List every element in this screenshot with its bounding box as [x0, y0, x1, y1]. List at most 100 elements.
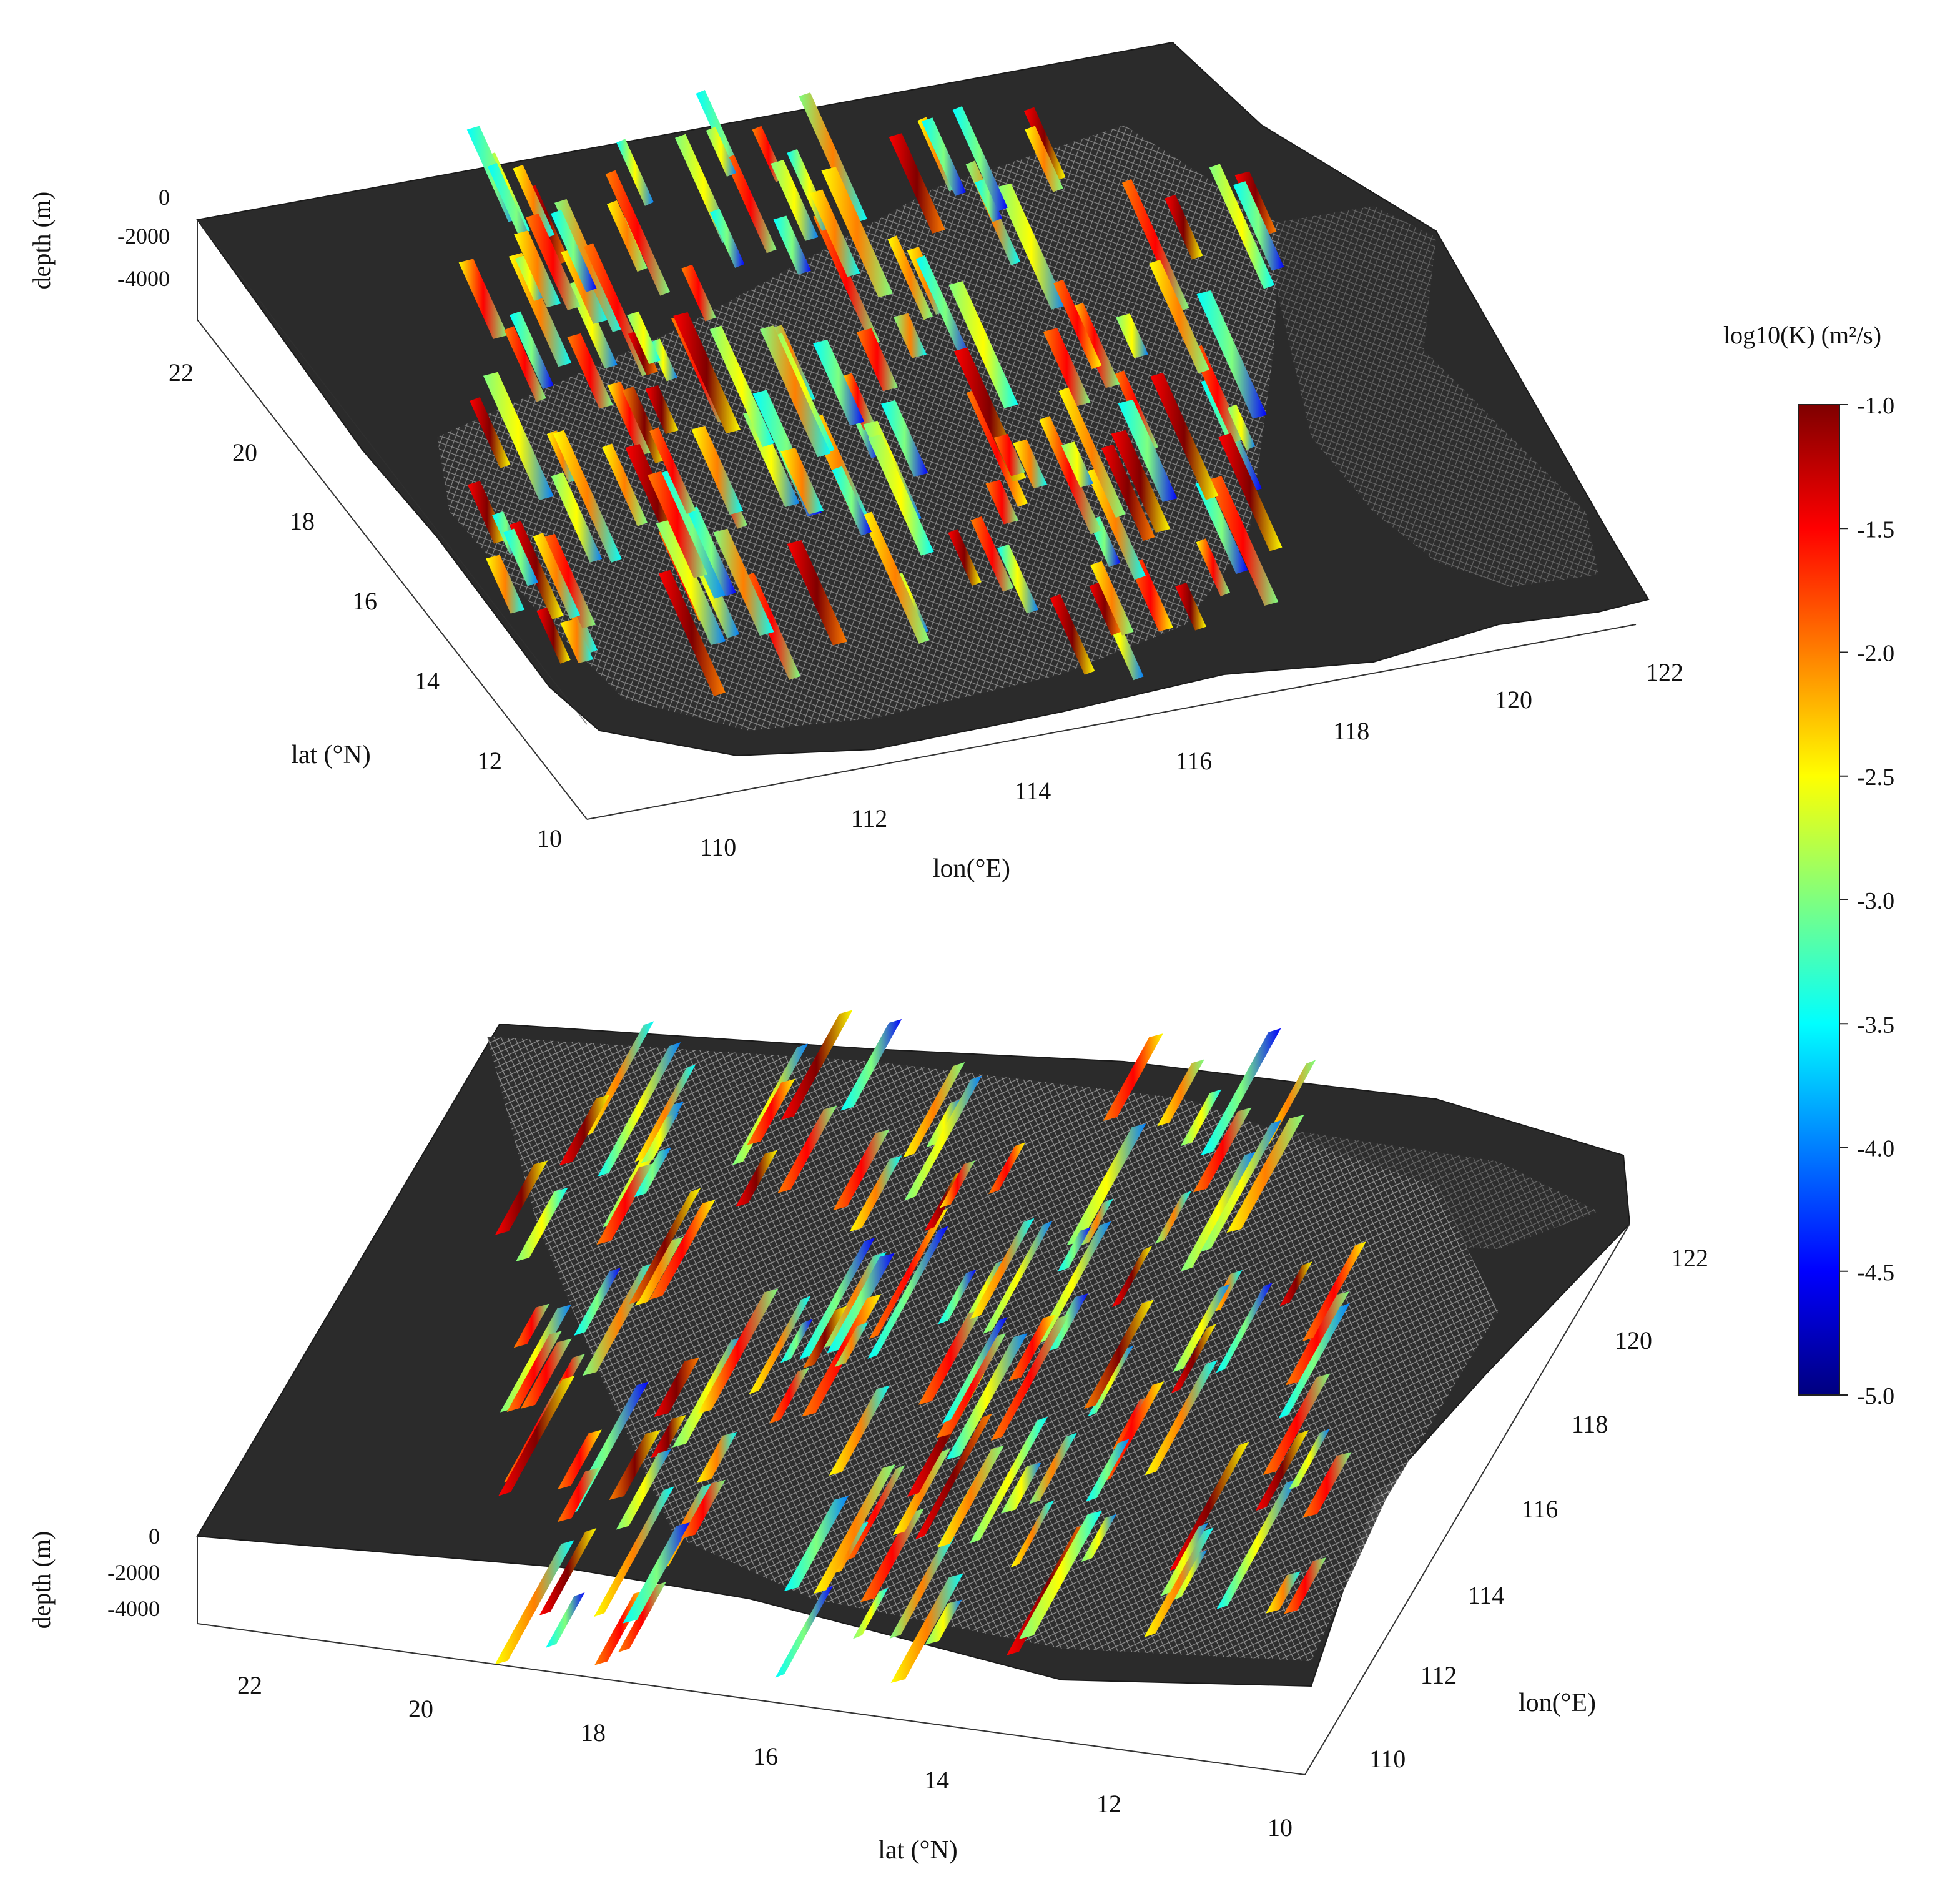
- k-section-strip: [616, 139, 654, 206]
- y-tick-label: 118: [1572, 1410, 1608, 1438]
- x-tick-label: 22: [237, 1671, 262, 1699]
- k-section-strip: [904, 1075, 982, 1201]
- k-section-strip: [1116, 313, 1148, 358]
- k-section-strip: [500, 1305, 571, 1413]
- k-section-strip: [596, 1163, 654, 1245]
- colorbar-tick-label: -3.0: [1857, 888, 1894, 914]
- panel-top: 0 -2000 -4000 depth (m) 10 12 14 16 18 2…: [27, 41, 1683, 883]
- k-section-strip: [710, 209, 745, 268]
- k-section-strip: [1028, 1433, 1077, 1504]
- k-section-strip: [832, 466, 872, 536]
- z-tick-label: -4000: [117, 266, 170, 291]
- k-section-strip: [1180, 1089, 1222, 1147]
- k-section-strip: [623, 1522, 691, 1624]
- k-section-strip: [813, 339, 865, 426]
- k-section-strip: [813, 1464, 896, 1594]
- k-section-strip: [903, 1062, 965, 1158]
- k-section-strip: [1302, 1452, 1352, 1518]
- colorbar-tick-label: -4.0: [1857, 1136, 1894, 1162]
- k-section-strip: [856, 328, 899, 392]
- colorbar-tick-label: -2.5: [1857, 764, 1894, 791]
- k-section-strip: [780, 1010, 853, 1120]
- k-section-strip: [983, 1221, 1053, 1334]
- k-section-strip: [799, 1237, 875, 1359]
- k-section-strip: [516, 1187, 568, 1262]
- k-section-strip: [970, 1218, 1035, 1319]
- k-section-strip: [1226, 1115, 1304, 1233]
- k-section-strip: [1058, 387, 1126, 518]
- k-section-strip: [860, 1508, 924, 1602]
- colorbar-tick-label: -3.5: [1857, 1012, 1894, 1038]
- k-section-strip: [566, 280, 618, 369]
- k-section-strip: [827, 1253, 895, 1353]
- k-section-strip: [1279, 1261, 1312, 1306]
- k-section-strip: [1080, 1198, 1113, 1246]
- k-sections-top: [458, 89, 1284, 696]
- k-section-strip: [893, 313, 927, 358]
- x-tick-label: 20: [408, 1695, 433, 1723]
- k-section-strip: [735, 1150, 778, 1207]
- k-section-strip: [597, 1042, 681, 1177]
- x-tick-label: 112: [851, 804, 888, 832]
- k-section-strip: [780, 1319, 813, 1363]
- k-section-strip: [724, 155, 777, 254]
- k-section-strip: [1196, 538, 1231, 597]
- k-section-strip: [560, 619, 594, 664]
- y-tick-label: 116: [1522, 1495, 1559, 1523]
- k-section-strip: [939, 1160, 975, 1208]
- k-section-strip: [536, 607, 571, 664]
- k-section-strip: [594, 1486, 674, 1617]
- k-section-strip: [1278, 1303, 1350, 1419]
- k-section-strip: [616, 1449, 671, 1530]
- k-section-strip: [970, 516, 1014, 592]
- k-section-strip: [557, 1467, 599, 1522]
- k-section-strip: [696, 1432, 737, 1483]
- x-tick-label: 14: [924, 1766, 949, 1794]
- y-axis-label: lon(°E): [1519, 1689, 1596, 1717]
- k-section-strip: [889, 1537, 955, 1639]
- k-section-strip: [775, 1586, 834, 1678]
- colorbar-tick-label: -4.5: [1857, 1260, 1894, 1286]
- k-section-strip: [771, 159, 819, 241]
- k-section-strip: [513, 1303, 549, 1348]
- k-section-strip: [1144, 1527, 1214, 1637]
- k-section-strip: [1043, 328, 1091, 407]
- k-section-strip: [937, 1445, 1005, 1548]
- k-section-strip: [1263, 1373, 1331, 1476]
- k-section-strip: [558, 1429, 602, 1489]
- k-section-strip: [1233, 181, 1284, 271]
- k-section-strip: [915, 255, 975, 371]
- y-tick-label: 12: [477, 747, 502, 775]
- k-section-strip: [952, 106, 1008, 212]
- k-section-strip: [506, 1331, 562, 1413]
- k-section-strip: [1121, 179, 1189, 312]
- k-section-strip: [483, 372, 554, 500]
- k-section-strip: [1013, 439, 1048, 489]
- k-section-strip: [937, 1269, 977, 1324]
- k-section-strip: [658, 570, 726, 696]
- k-section-strip: [1255, 1430, 1309, 1511]
- z-tick-label: -2000: [107, 1560, 160, 1585]
- x-axis-label: lat (°N): [878, 1836, 958, 1865]
- k-section-strip: [773, 215, 812, 275]
- k-section-strip: [918, 1309, 983, 1405]
- k-section-strip: [681, 1479, 726, 1539]
- k-section-strip: [495, 1160, 548, 1235]
- z-tick-label: -2000: [117, 224, 170, 249]
- k-section-strip: [1149, 259, 1210, 373]
- k-section-strip: [641, 1113, 679, 1163]
- k-section-strip: [681, 264, 716, 322]
- k-section-strip: [1081, 1514, 1116, 1562]
- y-tick-label: 114: [1468, 1581, 1505, 1609]
- k-section-strip: [1173, 1284, 1230, 1373]
- y-tick-label: 10: [537, 824, 562, 852]
- k-section-strip: [508, 252, 572, 367]
- k-section-strip: [867, 1226, 948, 1359]
- k-section-strip: [988, 1142, 1026, 1195]
- y-tick-label: 14: [415, 667, 440, 695]
- k-section-strip: [1145, 1360, 1218, 1476]
- x-tick-label: 116: [1176, 747, 1213, 775]
- k-section-strip: [946, 1333, 1028, 1460]
- k-section-strip: [605, 170, 671, 296]
- k-section-strip: [513, 164, 555, 239]
